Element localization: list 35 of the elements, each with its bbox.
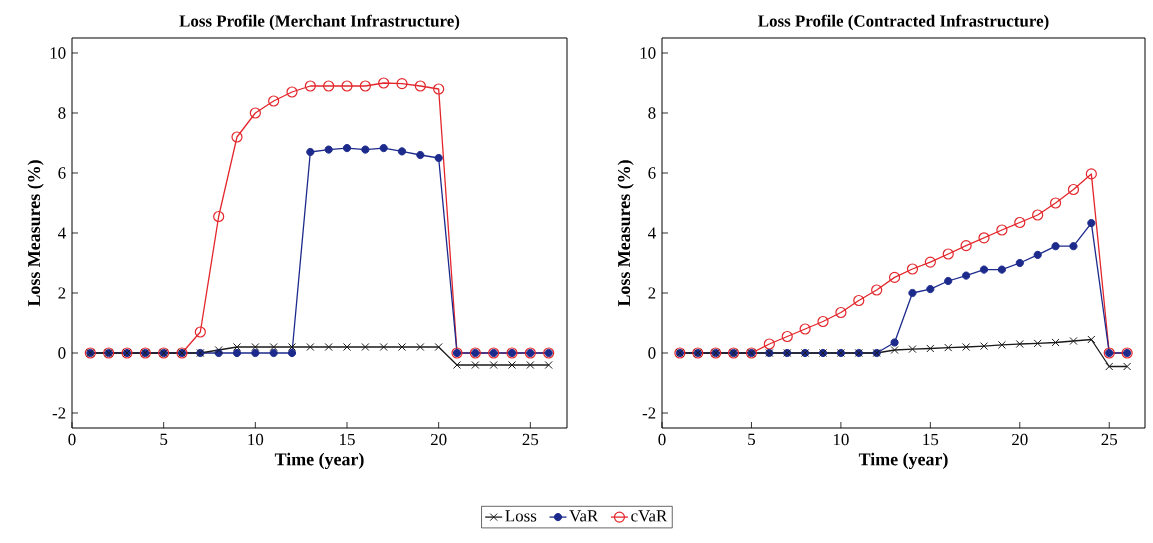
chart-title: Loss Profile (Merchant Infrastructure)	[179, 14, 460, 31]
x-tick-label: 5	[160, 433, 168, 446]
x-tick-label: 25	[522, 433, 539, 446]
legend-label: VaR	[569, 510, 599, 522]
x-tick-label: 10	[248, 433, 264, 446]
y-tick-label: 4	[648, 227, 656, 239]
y-tick-label: -2	[52, 407, 66, 419]
y-tick-label: 2	[648, 287, 656, 299]
x-tick-label: 5	[748, 433, 756, 446]
x-tick-label: 20	[1012, 433, 1028, 446]
chart-title: Loss Profile (Contracted Infrastructure)	[758, 14, 1049, 31]
y-axis-title: Loss Measures (%)	[617, 160, 634, 307]
y-tick-label: 0	[648, 347, 656, 359]
x-tick-label: 10	[833, 433, 849, 446]
x-tick-label: 20	[430, 433, 447, 446]
x-tick-label: 25	[1101, 433, 1118, 446]
y-axis-title: Loss Measures (%)	[27, 160, 44, 307]
y-tick-label: 6	[58, 167, 66, 179]
x-tick-label: 15	[923, 433, 939, 446]
x-tick-label: 0	[68, 433, 76, 446]
y-tick-label: 0	[58, 347, 66, 359]
y-tick-label: 10	[640, 47, 656, 59]
y-tick-label: 2	[58, 287, 66, 299]
x-tick-label: 15	[340, 433, 355, 446]
x-axis-title: Time (year)	[274, 452, 364, 470]
y-tick-label: 8	[648, 107, 656, 119]
legend-label: cVaR	[631, 510, 668, 522]
y-tick-label: 10	[50, 47, 66, 59]
x-tick-label: 0	[658, 433, 666, 446]
y-tick-label: 4	[58, 227, 66, 239]
x-axis-title: Time (year)	[858, 452, 948, 470]
legend-label: Loss	[505, 510, 537, 522]
y-tick-label: 6	[648, 167, 656, 179]
y-tick-label: -2	[642, 407, 656, 419]
y-tick-label: 8	[58, 107, 66, 119]
